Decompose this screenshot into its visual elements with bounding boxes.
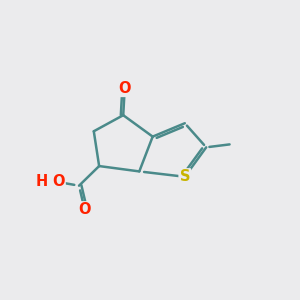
- Text: O: O: [118, 81, 131, 96]
- Text: O: O: [52, 174, 65, 189]
- Text: H: H: [35, 174, 48, 189]
- Text: S: S: [179, 169, 190, 184]
- Text: O: O: [78, 202, 91, 217]
